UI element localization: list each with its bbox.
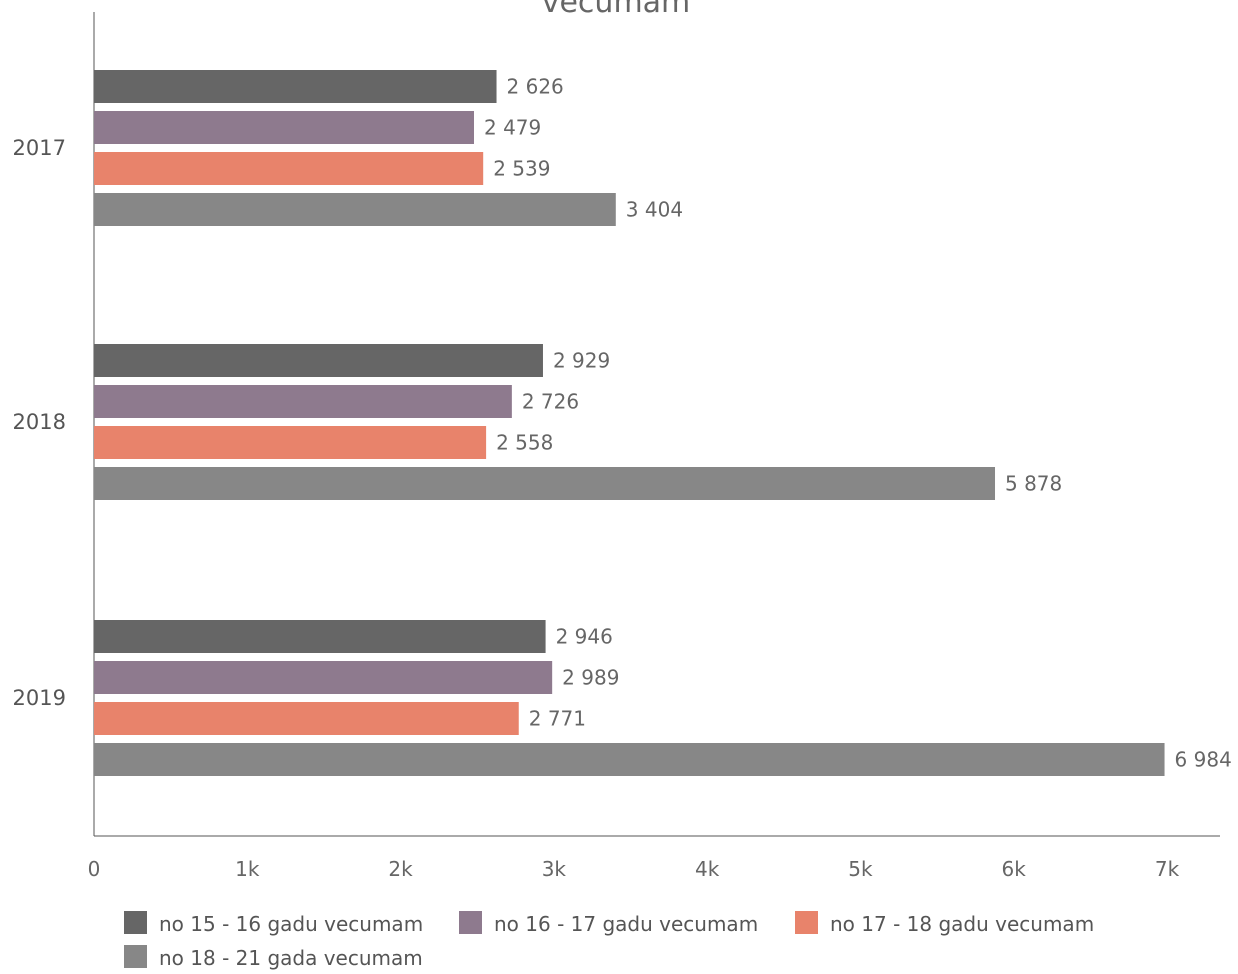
x-tick-label: 1k — [235, 857, 260, 881]
bar — [94, 743, 1165, 776]
y-category-label: 2019 — [13, 686, 66, 710]
legend-label: no 17 - 18 gadu vecumam — [830, 912, 1094, 936]
bar-data-label: 2 929 — [553, 349, 610, 373]
bar — [94, 426, 487, 459]
bar — [94, 702, 519, 735]
bar — [94, 111, 474, 144]
bar — [94, 344, 543, 377]
bar — [94, 661, 553, 694]
bar — [94, 620, 546, 653]
bar-data-label: 5 878 — [1005, 472, 1062, 496]
legend-label: no 15 - 16 gadu vecumam — [159, 912, 423, 936]
bar-data-label: 6 984 — [1175, 748, 1232, 772]
bar — [94, 152, 484, 185]
x-tick-label: 6k — [1002, 857, 1027, 881]
bar-data-label: 2 479 — [484, 116, 541, 140]
legend-swatch — [459, 911, 482, 934]
x-tick-label: 5k — [848, 857, 873, 881]
bar — [94, 467, 996, 500]
bar-data-label: 2 989 — [562, 666, 619, 690]
bar-data-label: 2 626 — [507, 75, 564, 99]
legend-swatch — [795, 911, 818, 934]
bar — [94, 193, 616, 226]
legend-label: no 16 - 17 gadu vecumam — [494, 912, 758, 936]
x-tick-label: 2k — [388, 857, 413, 881]
x-tick-label: 7k — [1155, 857, 1180, 881]
bar — [94, 70, 497, 103]
bar-data-label: 2 771 — [529, 707, 586, 731]
x-tick-label: 4k — [695, 857, 720, 881]
legend-swatch — [124, 945, 147, 968]
y-category-label: 2018 — [13, 410, 66, 434]
bar-data-label: 3 404 — [626, 198, 683, 222]
y-category-label: 2017 — [13, 136, 66, 160]
bar — [94, 385, 512, 418]
bar-data-label: 2 539 — [493, 157, 550, 181]
chart-title: vecumam — [542, 0, 691, 20]
plot-area: 0 1k 2k 3k 4k 5k 6k 7k 2017 2 626 2 479 2 539 3 404 2… — [13, 12, 1232, 881]
legend-swatch — [124, 911, 147, 934]
x-tick-label: 0 — [88, 857, 101, 881]
bar-data-label: 2 946 — [556, 625, 613, 649]
legend-label: no 18 - 21 gada vecumam — [159, 946, 423, 970]
x-tick-label: 3k — [542, 857, 567, 881]
bar-data-label: 2 726 — [522, 390, 579, 414]
bar-data-label: 2 558 — [496, 431, 553, 455]
legend: no 15 - 16 gadu vecumam no 16 - 17 gadu v… — [124, 911, 1094, 970]
